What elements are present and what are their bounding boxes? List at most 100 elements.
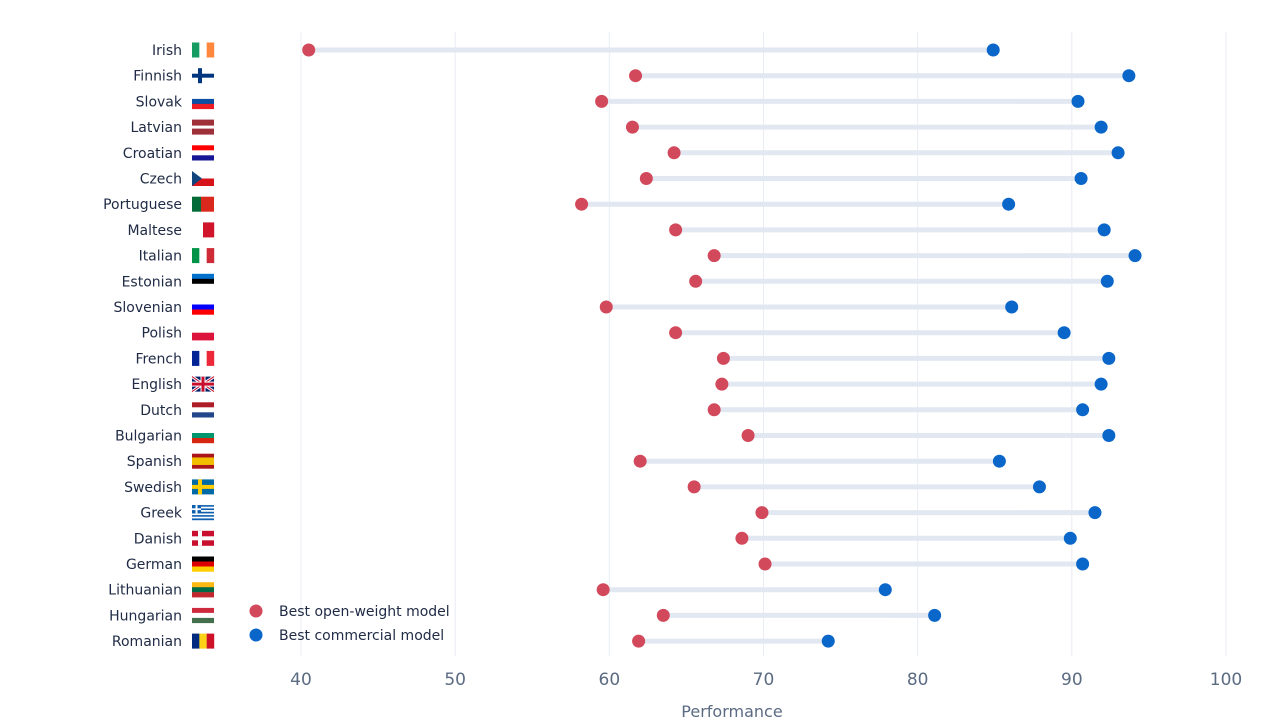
point-open-weight	[595, 94, 609, 108]
point-open-weight	[755, 506, 769, 520]
data-points	[302, 43, 1142, 648]
point-commercial	[1128, 249, 1142, 263]
category-label: Estonian	[122, 274, 182, 290]
x-tick-label: 80	[907, 670, 929, 690]
point-commercial	[878, 583, 892, 597]
point-open-weight	[599, 300, 613, 314]
category-label: Slovenian	[114, 300, 182, 316]
english-flag-icon	[191, 375, 215, 393]
category-label: Latvian	[131, 120, 183, 136]
category-label: Finnish	[133, 69, 182, 85]
point-open-weight	[715, 377, 729, 391]
x-tick-label: 60	[599, 670, 621, 690]
category-label: Spanish	[127, 454, 182, 470]
point-open-weight	[707, 249, 721, 263]
category-label: Maltese	[127, 223, 182, 239]
category-label: Greek	[140, 506, 183, 522]
greek-flag-icon	[192, 505, 214, 521]
category-label: Swedish	[124, 480, 182, 496]
dutch-flag-icon	[192, 402, 214, 418]
point-open-weight	[302, 43, 316, 57]
slovak-flag-icon	[192, 93, 214, 110]
category-label: Lithuanian	[108, 583, 182, 599]
hungarian-flag-icon	[192, 607, 214, 624]
category-label: Bulgarian	[115, 429, 182, 445]
german-flag-icon	[192, 556, 214, 572]
point-open-weight	[758, 557, 772, 571]
point-commercial	[1002, 197, 1016, 211]
category-label: Croatian	[123, 146, 182, 162]
x-tick-label: 40	[290, 670, 312, 690]
point-open-weight	[656, 608, 670, 622]
lithuanian-flag-icon	[192, 582, 214, 598]
point-commercial	[1094, 377, 1108, 391]
category-label: Dutch	[140, 403, 182, 419]
maltese-flag-icon	[192, 222, 215, 238]
category-label: German	[126, 557, 182, 573]
point-commercial	[821, 634, 835, 648]
x-axis-ticks: 40 50 60 70 80 90 100	[290, 670, 1242, 690]
point-commercial	[1063, 531, 1077, 545]
point-commercial	[1111, 146, 1125, 160]
swedish-flag-icon	[192, 479, 214, 495]
point-commercial	[1100, 274, 1114, 288]
french-flag-icon	[192, 350, 215, 366]
category-label: English	[131, 377, 182, 393]
category-label: Czech	[140, 172, 182, 188]
x-axis-title: Performance	[681, 702, 782, 720]
legend-marker-open-weight	[249, 604, 263, 618]
point-commercial	[1088, 506, 1102, 520]
legend-label-open-weight: Best open-weight model	[279, 604, 450, 620]
point-commercial	[1094, 120, 1108, 134]
point-commercial	[928, 608, 942, 622]
category-label: Romanian	[112, 634, 182, 650]
point-commercial	[1102, 429, 1116, 442]
point-open-weight	[596, 583, 610, 597]
point-commercial	[1071, 94, 1085, 108]
category-label: Danish	[134, 531, 182, 547]
point-commercial	[992, 454, 1006, 468]
point-commercial	[1005, 300, 1019, 314]
legend: Best open-weight model Best commercial m…	[249, 604, 450, 644]
point-open-weight	[741, 429, 755, 442]
x-tick-label: 100	[1210, 670, 1242, 690]
point-open-weight	[669, 223, 683, 237]
point-commercial	[1076, 557, 1090, 571]
legend-marker-commercial	[249, 628, 263, 642]
point-commercial	[1074, 172, 1088, 185]
point-open-weight	[689, 274, 703, 288]
croatian-flag-icon	[192, 145, 214, 161]
point-open-weight	[667, 146, 681, 160]
point-open-weight	[633, 454, 647, 468]
category-label: Polish	[142, 326, 182, 342]
italian-flag-icon	[192, 248, 215, 264]
estonian-flag-icon	[192, 273, 214, 289]
point-open-weight	[707, 403, 721, 417]
point-commercial	[1097, 223, 1111, 237]
category-label: Portuguese	[103, 197, 182, 213]
point-commercial	[1032, 480, 1046, 494]
finnish-flag-icon	[192, 68, 214, 84]
spanish-flag-icon	[192, 453, 214, 469]
flag-icons	[191, 42, 215, 649]
category-label: French	[135, 351, 182, 367]
x-tick-label: 70	[753, 670, 775, 690]
latvian-flag-icon	[192, 119, 214, 135]
point-commercial	[1122, 69, 1136, 83]
category-label: Italian	[139, 249, 182, 265]
point-commercial	[1076, 403, 1090, 417]
polish-flag-icon	[192, 325, 214, 341]
romanian-flag-icon	[192, 633, 215, 649]
irish-flag-icon	[192, 42, 215, 58]
slovenian-flag-icon	[192, 299, 214, 315]
x-tick-label: 50	[444, 670, 466, 690]
portuguese-flag-icon	[192, 196, 214, 212]
connector-lines	[306, 47, 1138, 644]
legend-label-commercial: Best commercial model	[279, 628, 444, 644]
point-open-weight	[629, 69, 643, 83]
point-open-weight	[716, 351, 730, 365]
bulgarian-flag-icon	[192, 428, 214, 444]
point-commercial	[1057, 326, 1071, 340]
category-label: Slovak	[136, 94, 183, 110]
point-commercial	[986, 43, 1000, 57]
